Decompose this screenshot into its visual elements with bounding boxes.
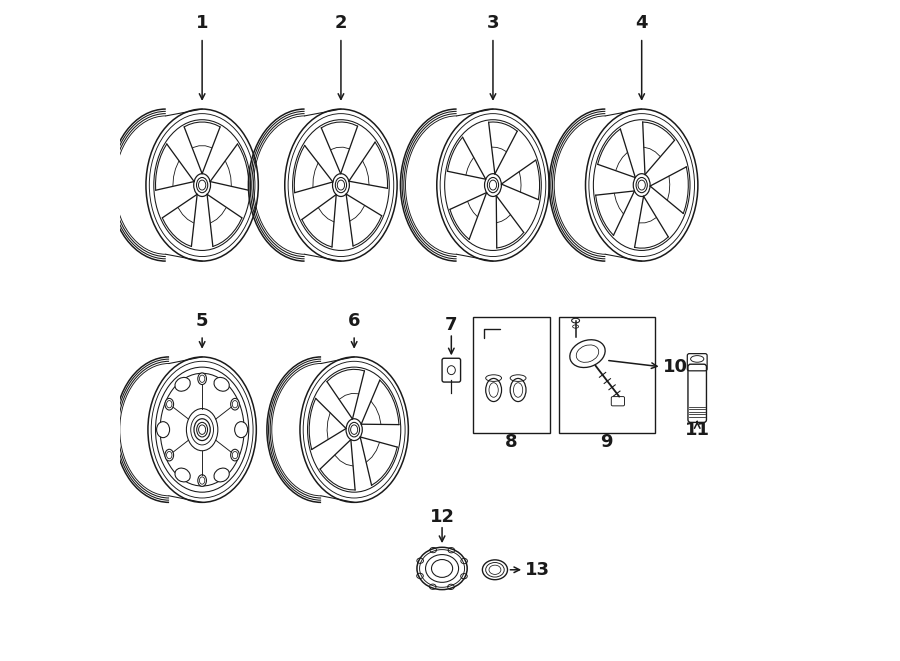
Text: 7: 7 — [446, 316, 457, 334]
Ellipse shape — [214, 377, 230, 391]
Text: 1: 1 — [196, 14, 209, 32]
Ellipse shape — [235, 422, 248, 438]
Ellipse shape — [230, 399, 239, 410]
Bar — [473, 317, 551, 433]
Text: 8: 8 — [505, 432, 518, 451]
Ellipse shape — [175, 468, 190, 482]
Text: 6: 6 — [348, 311, 360, 330]
Ellipse shape — [230, 449, 239, 461]
Ellipse shape — [198, 373, 206, 385]
Text: 3: 3 — [487, 14, 500, 32]
Bar — [559, 317, 655, 433]
Text: 10: 10 — [662, 358, 688, 376]
Text: 2: 2 — [335, 14, 347, 32]
Text: 5: 5 — [196, 311, 209, 330]
Ellipse shape — [214, 468, 230, 482]
Ellipse shape — [175, 377, 190, 391]
Text: 4: 4 — [635, 14, 648, 32]
Ellipse shape — [198, 475, 206, 486]
Text: 13: 13 — [526, 561, 551, 579]
Text: 11: 11 — [685, 420, 710, 439]
Ellipse shape — [165, 449, 174, 461]
Text: 12: 12 — [429, 508, 454, 526]
Ellipse shape — [157, 422, 169, 438]
Text: 9: 9 — [600, 432, 613, 451]
Ellipse shape — [165, 399, 174, 410]
